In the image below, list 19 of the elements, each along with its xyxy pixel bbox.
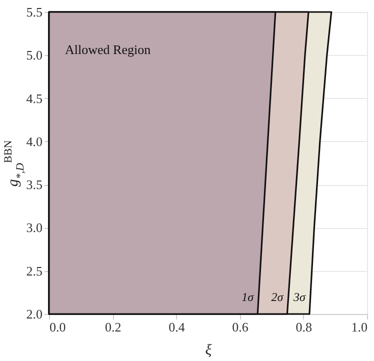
x-tick-label: 0.8: [296, 320, 312, 334]
x-tick-label: 0.0: [50, 320, 66, 334]
x-axis-title: ξ: [205, 342, 212, 358]
y-tick-label: 5.0: [26, 48, 42, 63]
annotation: Allowed Region: [65, 42, 152, 57]
y-tick-label: 3.5: [26, 177, 42, 192]
x-tick-label: 0.4: [168, 320, 186, 334]
y-tick-label: 5.5: [26, 4, 42, 20]
x-tick-label: 0.6: [232, 320, 249, 334]
y-tick-label: 2.0: [26, 306, 42, 322]
x-tick-label: 1.0: [351, 320, 368, 334]
y-tick-label: 4.5: [26, 90, 42, 106]
y-tick-label: 2.5: [26, 263, 42, 278]
series-label: 1σ: [242, 290, 255, 304]
series-label: 3σ: [292, 290, 307, 304]
y-tick-label: 4.0: [26, 134, 42, 149]
x-tick-label: 0.2: [104, 320, 122, 334]
y-tick-label: 3.0: [26, 220, 42, 236]
series-label: 2σ: [271, 290, 284, 304]
